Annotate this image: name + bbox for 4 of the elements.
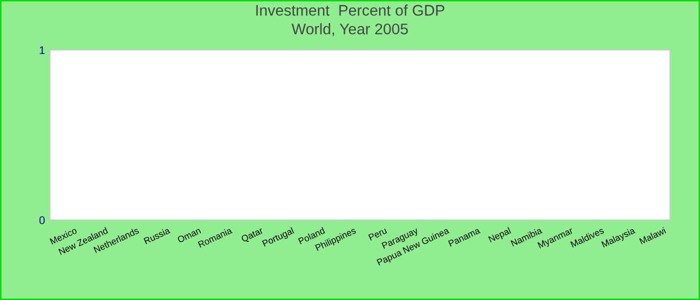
y-tick-label: 0 xyxy=(39,216,45,224)
chart-title: Investment Percent of GDP World, Year 2005 xyxy=(256,4,444,36)
x-tick-label: Russia xyxy=(143,226,171,244)
y-tick-label: 1 xyxy=(40,46,45,54)
